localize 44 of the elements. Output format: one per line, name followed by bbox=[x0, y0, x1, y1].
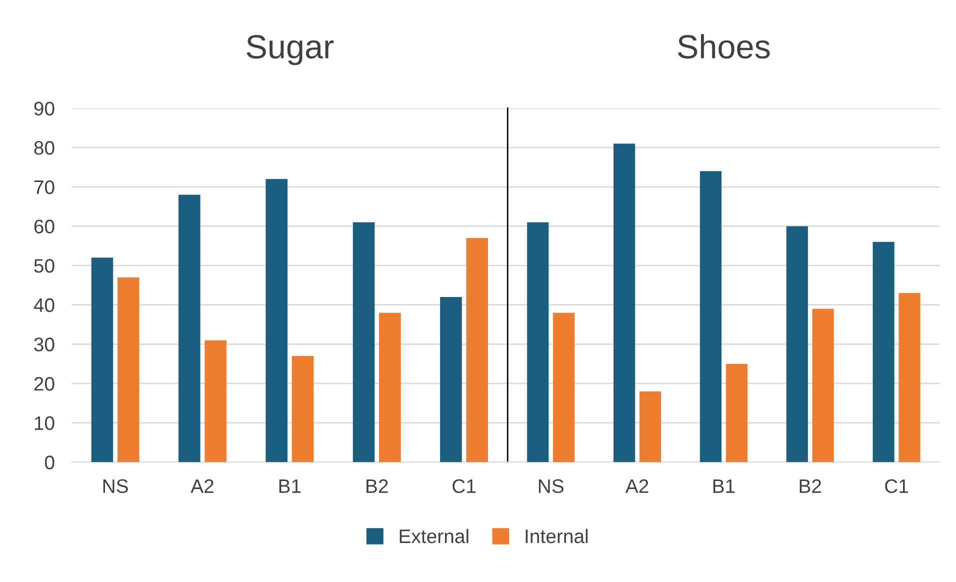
bar bbox=[786, 226, 808, 462]
x-tick-label: A2 bbox=[190, 479, 214, 493]
x-tick-label: NS bbox=[538, 479, 564, 494]
x-tick-label: B1 bbox=[279, 479, 301, 493]
bar bbox=[379, 312, 401, 462]
bar bbox=[726, 364, 748, 462]
y-tick-label: 30 bbox=[34, 338, 54, 352]
bar bbox=[553, 312, 575, 462]
x-tick-label: B2 bbox=[800, 479, 822, 493]
bar bbox=[812, 308, 834, 462]
bar bbox=[440, 296, 462, 462]
bar bbox=[527, 222, 549, 462]
bar bbox=[872, 242, 894, 462]
x-tick-label: A2 bbox=[625, 479, 648, 493]
bar bbox=[466, 238, 488, 462]
bar bbox=[292, 356, 314, 462]
y-tick-label: 40 bbox=[34, 298, 54, 312]
bar bbox=[91, 258, 114, 462]
y-tick-label: 50 bbox=[34, 258, 54, 273]
legend-label: Internal bbox=[526, 528, 588, 544]
y-tick-label: 20 bbox=[34, 376, 54, 391]
y-tick-label: 10 bbox=[34, 416, 54, 430]
y-tick-label: 90 bbox=[34, 102, 54, 116]
chart-title: Shoes bbox=[678, 34, 770, 59]
bar bbox=[614, 144, 636, 462]
bar bbox=[204, 340, 226, 462]
x-tick-label: C1 bbox=[885, 479, 908, 494]
bar bbox=[178, 194, 200, 462]
bar bbox=[117, 277, 140, 462]
bar bbox=[352, 222, 375, 462]
x-tick-label: C1 bbox=[452, 479, 476, 494]
y-tick-label: 60 bbox=[34, 220, 54, 234]
chart-title: Sugar bbox=[246, 34, 334, 66]
bar bbox=[700, 171, 722, 462]
x-tick-label: B1 bbox=[713, 479, 735, 493]
legend-label: External bbox=[400, 528, 468, 544]
bar bbox=[266, 179, 288, 462]
bar bbox=[639, 391, 662, 462]
y-tick-label: 80 bbox=[34, 141, 54, 155]
x-tick-label: B2 bbox=[366, 479, 388, 493]
y-tick-label: 70 bbox=[34, 180, 54, 194]
bar bbox=[898, 293, 920, 462]
x-tick-label: NS bbox=[103, 479, 128, 494]
y-tick-label: 0 bbox=[44, 456, 54, 470]
